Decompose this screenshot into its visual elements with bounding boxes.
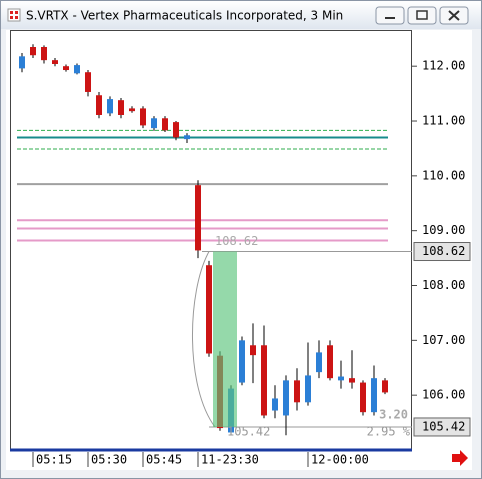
candle-body [283, 380, 289, 416]
y-tick-label: 109.00 [422, 223, 465, 237]
measure-change: 3.20 [379, 407, 408, 421]
y-tick-label: 112.00 [422, 59, 465, 73]
window-buttons[interactable] [375, 6, 469, 25]
measure-bracket [192, 251, 216, 428]
candle-body [184, 135, 190, 140]
x-tick-label: 05:45 [146, 453, 182, 467]
candle-body [63, 66, 69, 71]
chart-background [6, 30, 472, 470]
candle-body [382, 380, 388, 393]
candle-body [327, 345, 333, 379]
candle-body [118, 100, 124, 115]
candle-body [294, 380, 300, 403]
candle-body [173, 122, 179, 138]
price-marker-label: 105.42 [422, 419, 465, 433]
candle-body [261, 345, 267, 416]
x-tick-label: 11-23:30 [201, 453, 259, 467]
price-marker-label: 108.62 [422, 244, 465, 258]
minimize-button[interactable] [375, 6, 405, 25]
scroll-arrow[interactable] [452, 450, 468, 466]
candle-body [140, 108, 146, 126]
candle-body [305, 375, 311, 403]
measure-high-label: 108.62 [215, 234, 258, 248]
candle-body [195, 185, 201, 251]
candle-body [129, 108, 135, 112]
candle-body [316, 352, 322, 373]
candle-body [96, 95, 102, 115]
app-icon [7, 8, 21, 22]
y-tick-label: 107.00 [422, 333, 465, 347]
candle-body [371, 378, 377, 413]
measure-highlight [213, 251, 237, 427]
x-tick-label: 05:30 [91, 453, 127, 467]
candle-body [338, 376, 344, 381]
candle-body [41, 46, 47, 61]
candle-body [349, 378, 355, 383]
maximize-button[interactable] [407, 6, 437, 25]
candle-body [85, 72, 91, 92]
candle-body [151, 118, 157, 129]
window-title: S.VRTX - Vertex Pharmaceuticals Incorpor… [26, 9, 343, 23]
candle-body [107, 99, 113, 114]
candle-body [19, 56, 25, 69]
candle-body [30, 46, 36, 56]
candle-body [162, 118, 168, 131]
measure-percent: 2.95 % [367, 424, 411, 438]
y-tick-label: 110.00 [422, 168, 465, 182]
y-tick-label: 111.00 [422, 114, 465, 128]
candle-body [272, 398, 278, 411]
price-marker [413, 242, 471, 262]
measure-low-label: 105.42 [227, 424, 270, 438]
plot: 106.00 107.00 108.00 109.00 110.00 111.00 112.… [17, 44, 471, 467]
y-tick-label: 108.00 [422, 278, 465, 292]
x-tick-label: 05:15 [36, 453, 72, 467]
y-tick-label: 106.00 [422, 388, 465, 402]
maximize-glyph [416, 10, 428, 20]
candle-body [360, 382, 366, 413]
x-tick-label: 12-00:00 [311, 453, 369, 467]
price-marker [413, 417, 471, 437]
candle-body [52, 60, 58, 64]
candle-body [74, 65, 80, 74]
candle-body [250, 345, 256, 356]
candle-body [239, 340, 245, 383]
candle-body [206, 265, 212, 354]
close-glyph [448, 10, 460, 21]
